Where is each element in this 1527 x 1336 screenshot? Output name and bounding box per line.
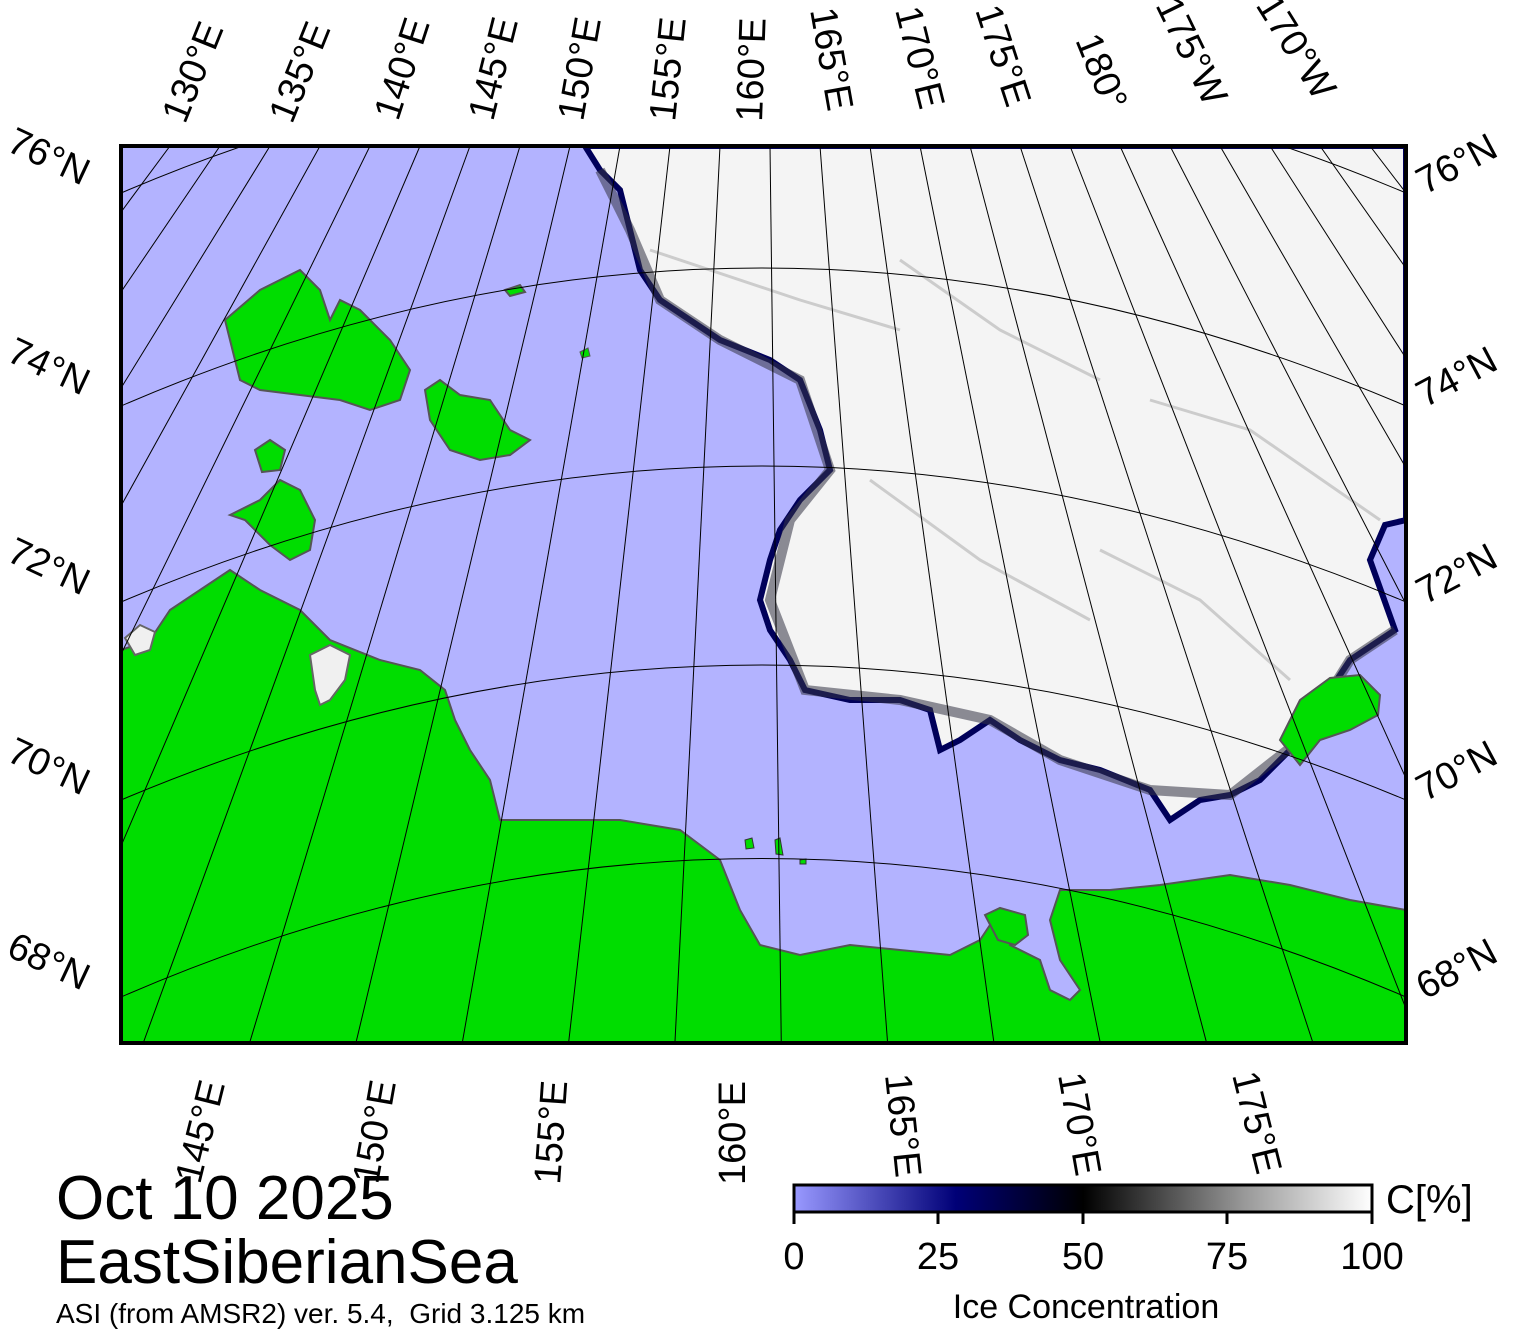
land-snow-patch (308, 643, 352, 707)
right-lat-label: 74°N (1410, 339, 1505, 416)
colorbar-title: Ice Concentration (952, 1288, 1220, 1326)
meridian-line (1219, 146, 1406, 469)
meridian-line (568, 146, 671, 1043)
colorbar-tick-label: 0 (783, 1236, 805, 1278)
left-lat-label: 76°N (1, 120, 96, 194)
meridian-line (121, 146, 421, 848)
land-snow-patch-2 (123, 623, 157, 657)
island-aion (983, 906, 1030, 947)
left-lat-label: 74°N (1, 330, 96, 404)
source-label: ASI (from AMSR2) ver. 5.4, Grid 3.125 km (56, 1298, 586, 1329)
top-lon-label: 150°E (551, 14, 610, 124)
island-bolshoy-lyakhovsky (227, 478, 317, 562)
bottom-lon-label: 175°E (1223, 1067, 1289, 1178)
right-lat-label: 68°N (1410, 931, 1505, 1008)
meridian-line (121, 146, 271, 390)
right-lat-label: 72°N (1410, 536, 1505, 613)
meridian-line (461, 146, 621, 1043)
ice-texture (649, 248, 1381, 682)
colorbar-tick-label: 100 (1340, 1236, 1404, 1278)
island-wrangel (1278, 673, 1382, 767)
meridian-line (1069, 146, 1406, 1011)
colorbar-unit: C[%] (1386, 1178, 1473, 1222)
top-lon-label: 140°E (367, 13, 439, 125)
map-frame (119, 144, 1408, 1045)
top-lon-label: 170°E (886, 2, 952, 113)
ice-edge-band (595, 167, 1398, 801)
colorbar-ticks (792, 1212, 1374, 1224)
meridian-line (674, 146, 721, 1043)
meridian-line (919, 146, 1101, 1043)
meridian-line (969, 146, 1208, 1043)
graticule-meridians (121, 146, 1406, 1043)
meridian-line (1269, 146, 1406, 360)
top-lon-label: 170°W (1247, 0, 1343, 107)
bottom-lon-label: 160°E (712, 1081, 754, 1185)
island-new-siberia (423, 378, 532, 462)
graticule-parallels (121, 146, 1406, 998)
top-lon-label: 130°E (154, 16, 232, 128)
map-layers (121, 146, 1406, 1043)
colorbar-tick-label: 50 (1061, 1236, 1105, 1278)
top-lon-label: 165°E (801, 4, 860, 114)
meridian-line (355, 146, 571, 1043)
bottom-lon-label: 165°E (876, 1072, 929, 1180)
colorbar-tick-label: 75 (1205, 1236, 1249, 1278)
colorbar-gradient (792, 1183, 1374, 1214)
top-lon-label: 135°E (261, 16, 339, 128)
colorbar-tick-label: 25 (916, 1236, 960, 1278)
top-longitude-labels: 130°E 135°E 140°E 145°E 150°E 155°E 160°… (154, 0, 1343, 128)
right-latitude-labels: 76°N 74°N 72°N 70°N 68°N (1410, 126, 1505, 1008)
left-lat-label: 72°N (1, 530, 96, 604)
island-small-east (579, 347, 591, 359)
top-lon-label: 175°W (1147, 0, 1235, 112)
island-kotelny (223, 268, 412, 412)
meridian-line (121, 146, 371, 656)
bottom-lon-label: 170°E (1049, 1069, 1108, 1179)
meridian-line (819, 146, 889, 1043)
meridian-line (142, 146, 471, 1043)
meridian-line (121, 146, 321, 508)
right-lat-label: 76°N (1410, 126, 1505, 203)
top-lon-label: 155°E (642, 15, 695, 123)
top-lon-label: 180° (1067, 28, 1135, 117)
meridian-line (1019, 146, 1314, 1043)
meridian-line (1169, 146, 1406, 606)
left-lat-label: 68°N (1, 925, 96, 999)
left-latitude-labels: 76°N 74°N 72°N 70°N 68°N (1, 120, 96, 999)
region-label: EastSiberianSea (56, 1228, 518, 1297)
top-lon-label: 175°E (966, 0, 1038, 112)
meridian-line (249, 146, 521, 1043)
bottom-lon-label: 155°E (527, 1079, 576, 1186)
date-label: Oct 10 2025 (56, 1164, 394, 1233)
island-maly-lyakhovsky (253, 438, 287, 474)
meridian-line (769, 146, 782, 1043)
right-lat-label: 70°N (1410, 733, 1505, 810)
left-lat-label: 70°N (1, 730, 96, 804)
mainland (121, 568, 1406, 1043)
meridian-line (869, 146, 995, 1043)
meridian-line (1119, 146, 1406, 780)
top-lon-label: 160°E (729, 17, 775, 122)
top-lon-label: 145°E (461, 13, 527, 124)
